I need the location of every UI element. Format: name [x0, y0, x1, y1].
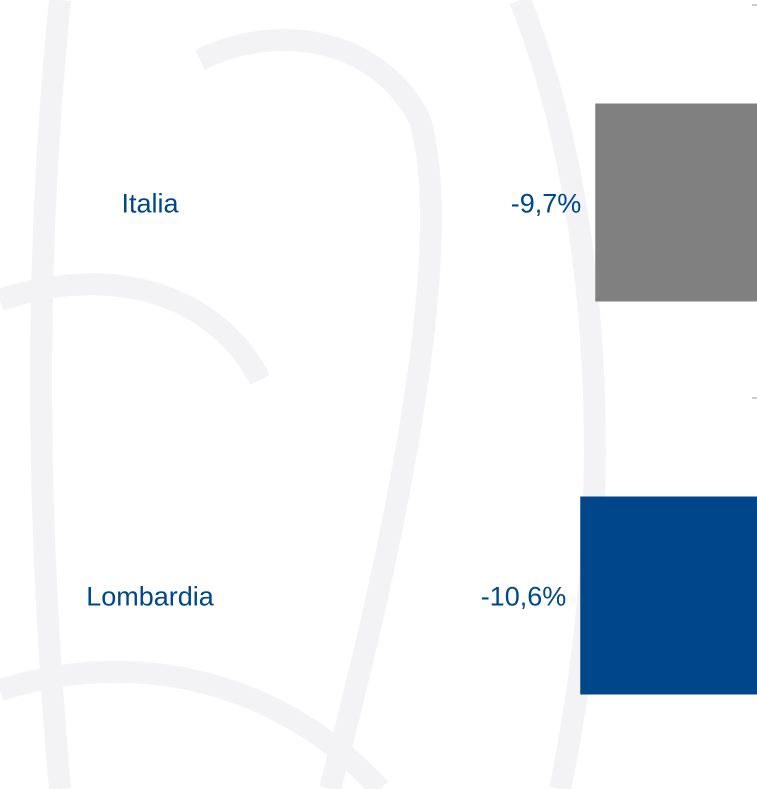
watermark-stroke [195, 29, 442, 789]
category-label: Lombardia [86, 582, 215, 612]
watermark [0, 0, 606, 789]
watermark-stroke [0, 273, 270, 386]
data-label: -10,6% [481, 582, 567, 612]
bar [580, 496, 757, 695]
watermark-stroke [30, 0, 71, 789]
category-label: Italia [121, 189, 179, 219]
data-label: -9,7% [511, 189, 582, 219]
bar [595, 103, 757, 302]
watermark-stroke [0, 660, 389, 789]
